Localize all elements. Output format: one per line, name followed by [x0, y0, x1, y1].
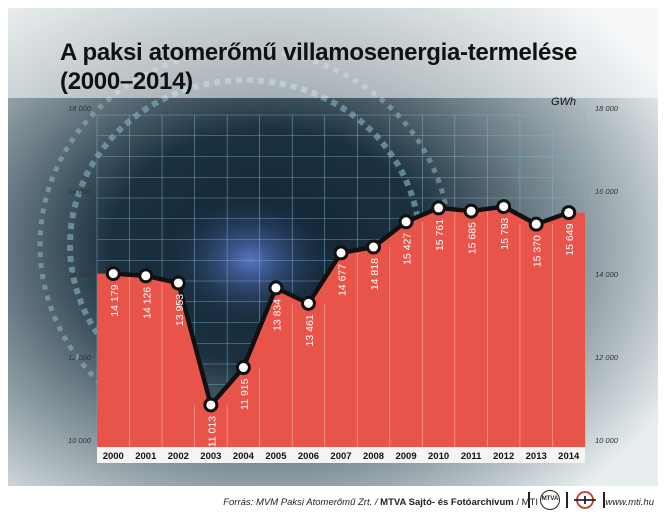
- data-label: 13 834: [271, 299, 283, 331]
- data-label: 14 179: [109, 284, 121, 316]
- y-tick-label-right: 10 000: [595, 436, 619, 445]
- data-point: [496, 199, 512, 215]
- data-point: [528, 216, 544, 232]
- y-tick-label-right: 18 000: [595, 104, 619, 113]
- x-axis-band: [97, 447, 585, 463]
- data-point: [463, 203, 479, 219]
- data-point: [431, 200, 447, 216]
- x-tick-label: 2002: [168, 451, 189, 462]
- data-label: 14 677: [337, 264, 349, 296]
- data-label: 11 013: [206, 416, 218, 447]
- y-axis-labels: 10 000 10 000 12 000 12 000 14 000 14 000 16 0…: [68, 104, 619, 445]
- x-tick-label: 2000: [103, 451, 124, 462]
- y-tick-label-right: 14 000: [595, 270, 619, 279]
- separator: [566, 492, 568, 508]
- x-tick-label: 2013: [526, 451, 547, 462]
- y-tick-label-right: 12 000: [595, 353, 619, 362]
- y-tick-label-left: 14 000: [68, 270, 92, 279]
- data-label: 13 953: [174, 294, 186, 326]
- x-tick-label: 2008: [363, 451, 384, 462]
- x-tick-label: 2006: [298, 451, 319, 462]
- data-label: 13 461: [304, 314, 316, 346]
- data-point: [235, 360, 251, 376]
- data-label: 11 915: [239, 378, 251, 409]
- data-point: [268, 280, 284, 296]
- data-label: 14 126: [141, 287, 153, 319]
- data-point: [366, 239, 382, 255]
- x-tick-label: 2011: [461, 451, 482, 462]
- x-tick-label: 2007: [330, 451, 351, 462]
- separator: [528, 492, 530, 508]
- data-point: [138, 268, 154, 284]
- data-label: 15 370: [532, 235, 544, 267]
- data-point: [170, 275, 186, 291]
- y-tick-label-right: 16 000: [595, 187, 619, 196]
- plot-area: 14 179 14 126 13 953 11 013 11 915 13 834 13 4…: [97, 199, 585, 447]
- x-tick-label: 2001: [135, 451, 157, 462]
- x-axis-labels: 2000 2001 2002 2003 2004 2005 2006 2007 2008 2009…: [97, 447, 585, 463]
- chart-title: A paksi atomerőmű villamosenergia-termel…: [60, 38, 577, 96]
- data-point: [333, 245, 349, 261]
- y-tick-label-left: 12 000: [68, 353, 92, 362]
- mtva-logo-icon: MTVA: [540, 490, 560, 510]
- data-label: 15 685: [467, 222, 479, 254]
- x-tick-label: 2005: [265, 451, 287, 462]
- data-point: [203, 397, 219, 413]
- data-label: 14 818: [369, 258, 381, 290]
- mti-logo-icon: [574, 491, 596, 509]
- data-label: 15 761: [434, 219, 446, 251]
- x-tick-label: 2003: [200, 451, 221, 462]
- separator: [603, 492, 605, 508]
- x-tick-label: 2010: [428, 451, 449, 462]
- area-fill: [97, 206, 585, 447]
- source-credit: Forrás: MVM Paksi Atomerőmű Zrt. / MTVA …: [223, 497, 538, 508]
- source-prefix: Forrás: MVM Paksi Atomerőmű Zrt. /: [223, 497, 381, 508]
- data-point: [561, 205, 577, 221]
- data-label: 15 649: [564, 223, 576, 255]
- title-line-1: A paksi atomerőmű villamosenergia-termel…: [60, 39, 578, 66]
- data-point: [105, 266, 121, 282]
- y-tick-label-left: 10 000: [68, 436, 92, 445]
- source-bold: MTVA Sajtó- és Fotóarchívum: [380, 497, 514, 508]
- data-label: 15 793: [499, 217, 511, 249]
- x-tick-label: 2014: [558, 451, 580, 462]
- source-suffix: / MTI: [513, 497, 538, 508]
- data-label: 15 427: [402, 233, 414, 265]
- title-line-2: (2000–2014): [60, 68, 193, 95]
- y-tick-label-left: 16 000: [68, 187, 92, 196]
- data-point: [398, 214, 414, 230]
- footer: Forrás: MVM Paksi Atomerőmű Zrt. / MTVA …: [0, 486, 666, 516]
- y-tick-label-left: 18 000: [68, 104, 92, 113]
- unit-label: GWh: [551, 96, 576, 108]
- x-tick-label: 2009: [395, 451, 416, 462]
- x-tick-label: 2004: [233, 451, 255, 462]
- x-tick-label: 2012: [493, 451, 514, 462]
- website-link[interactable]: www.mti.hu: [605, 497, 654, 508]
- data-point: [300, 295, 316, 311]
